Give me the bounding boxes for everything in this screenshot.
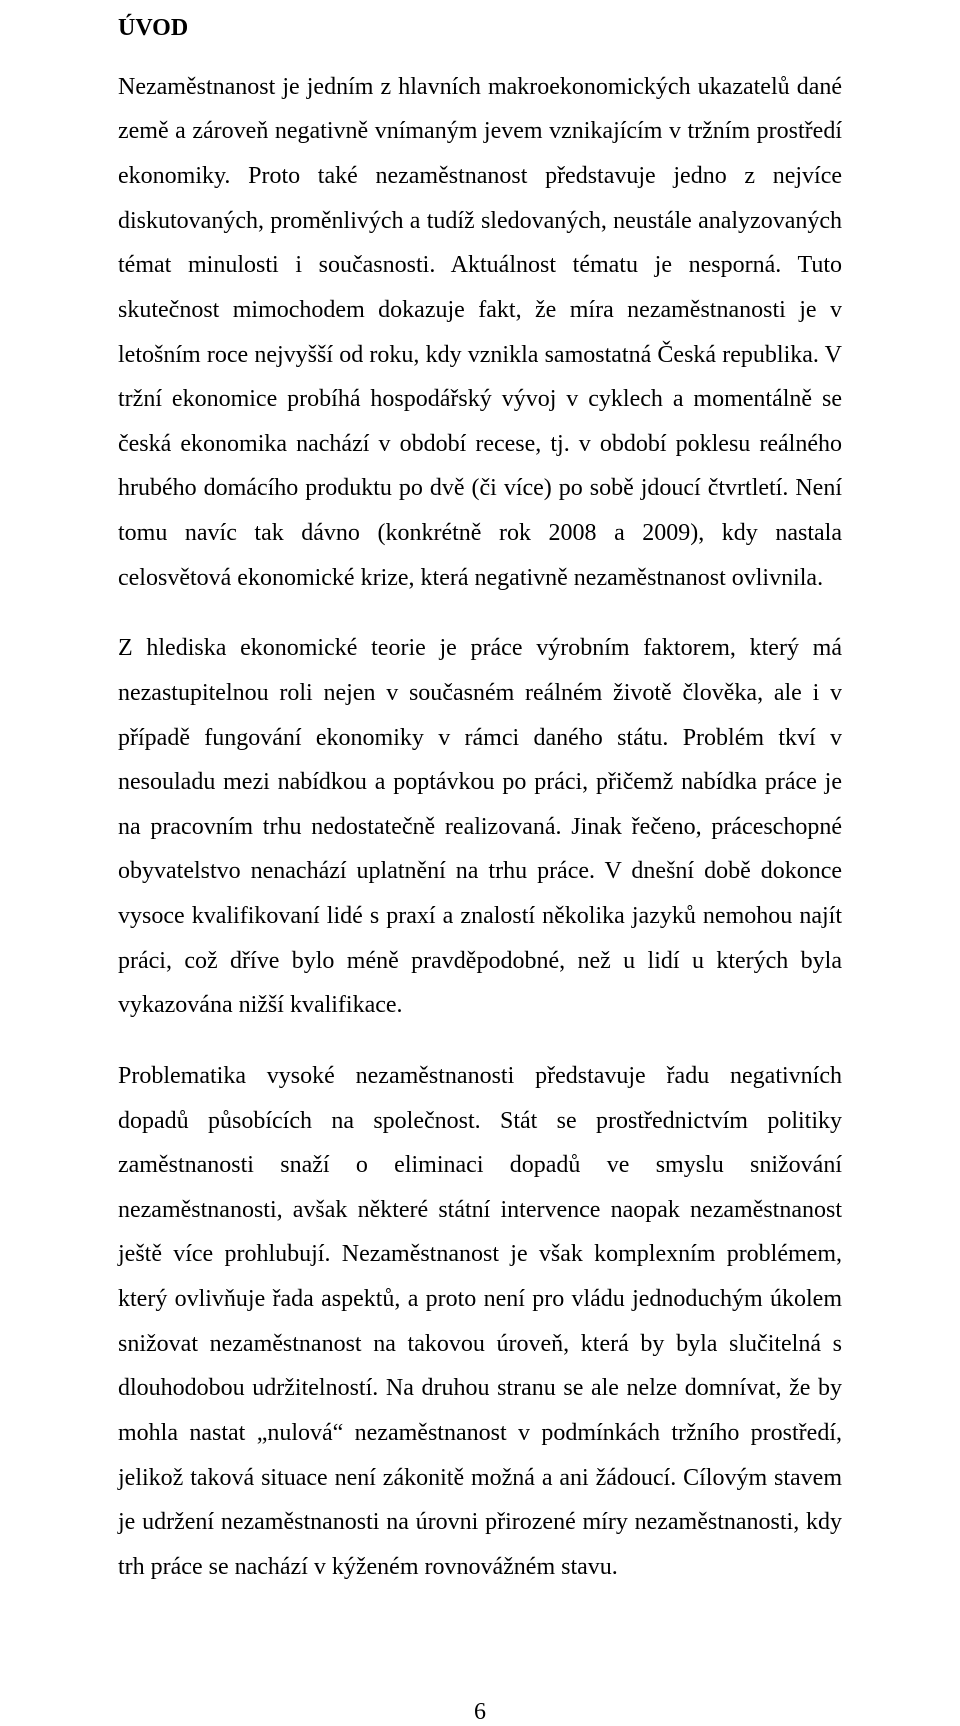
document-page: ÚVOD Nezaměstnanost je jedním z hlavních… <box>0 0 960 1726</box>
body-paragraph: Nezaměstnanost je jedním z hlavních makr… <box>118 65 842 601</box>
body-paragraph: Problematika vysoké nezaměstnanosti před… <box>118 1054 842 1590</box>
body-paragraph: Z hlediska ekonomické teorie je práce vý… <box>118 626 842 1028</box>
section-heading: ÚVOD <box>118 14 842 43</box>
page-number: 6 <box>118 1699 842 1726</box>
